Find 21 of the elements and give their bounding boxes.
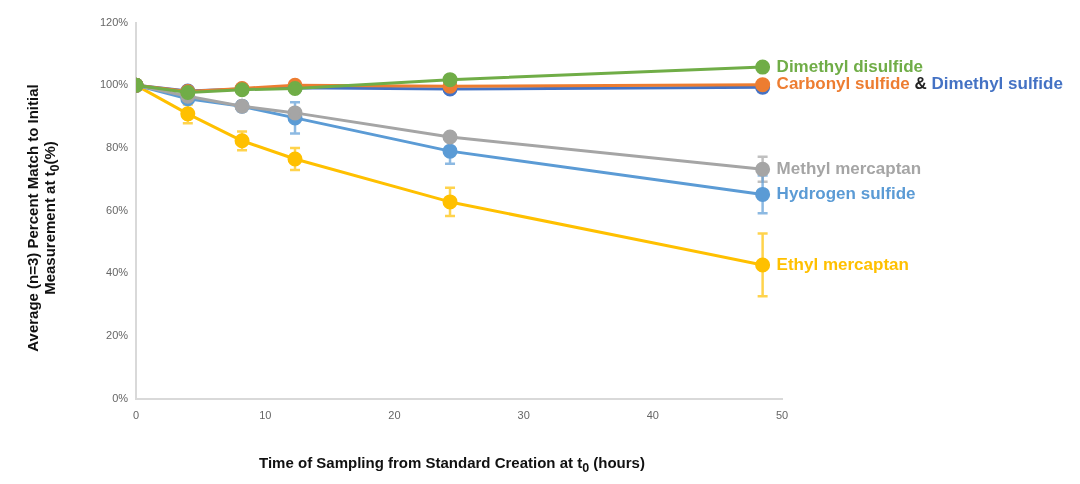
series-label: Methyl mercaptan [776,159,922,179]
y-tick-label: 20% [106,329,129,342]
x-axis-title: Time of Sampling from Standard Creation at t$_{0}$ (hours) [258,454,646,475]
x-tick-label: 0 [133,409,140,422]
text: Dimethyl sulfide [931,74,1063,94]
y-tick-label: 40% [106,266,129,279]
text: & [909,74,932,94]
x-tick-label: 20 [388,409,401,422]
y-tick-label: 80% [106,141,129,154]
y-tick-label: 0% [112,391,129,404]
y-tick-label: 60% [106,203,129,216]
series-label: Dimethyl disulfide [776,56,924,76]
series-label: Ethyl mercaptan [776,254,909,274]
series-label: Hydrogen sulfide [776,184,916,204]
x-tick-label: 10 [259,409,272,422]
y-tick-label: 100% [99,78,129,91]
y-tick-label: 120% [99,15,129,28]
x-tick-label: 30 [517,409,530,422]
series-label: Carbonyl sulfide [776,74,910,94]
x-tick-label: 40 [646,409,659,422]
x-tick-label: 50 [775,409,789,422]
